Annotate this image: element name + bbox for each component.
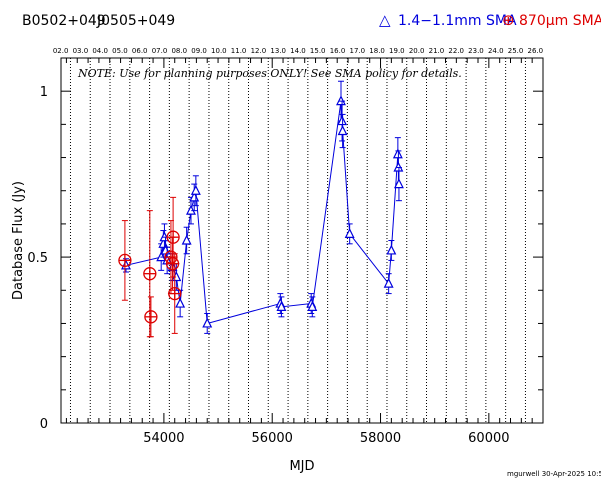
x-tick-label: 54000 [143, 431, 184, 446]
top-axis-year-label: 06.0 [132, 47, 148, 55]
top-axis-year-label: 09.0 [191, 47, 207, 55]
x-axis-title: MJD [289, 459, 314, 474]
data-point-triangle [383, 277, 394, 288]
top-axis-year-label: 26.0 [528, 47, 544, 55]
data-point-triangle [392, 148, 403, 159]
top-axis-year-label: 11.0 [231, 47, 247, 55]
top-axis-year-label: 19.0 [389, 47, 405, 55]
top-axis-year-label: 15.0 [310, 47, 326, 55]
data-point-triangle [344, 228, 355, 238]
data-point-triangle [181, 234, 192, 245]
data-point-triangle [307, 301, 318, 311]
top-axis-year-label: 23.0 [468, 47, 484, 55]
top-axis-year-label: 02.0 [53, 47, 69, 55]
top-axis-year-label: 12.0 [251, 47, 267, 55]
y-tick-label: 0.5 [27, 251, 48, 266]
top-axis-year-label: 18.0 [369, 47, 385, 55]
top-axis-year-label: 07.0 [152, 47, 168, 55]
data-point-triangle [175, 297, 186, 308]
x-tick-label: 56000 [252, 431, 293, 446]
data-point-triangle [393, 178, 404, 189]
y-tick-label: 1 [40, 85, 48, 100]
top-axis-year-label: 20.0 [409, 47, 425, 55]
top-axis-year-label: 24.0 [488, 47, 504, 55]
x-tick-label: 58000 [360, 431, 401, 446]
planning-note: NOTE: Use for planning purposes ONLY! Se… [77, 67, 462, 80]
top-axis-year-label: 17.0 [349, 47, 365, 55]
data-point-triangle [337, 125, 348, 136]
top-axis-year-label: 04.0 [92, 47, 108, 55]
data-point-triangle [276, 301, 287, 311]
data-point-triangle [202, 317, 213, 328]
data-point-triangle [337, 115, 348, 126]
triangle-marker-icon: △ [379, 11, 391, 29]
plot-frame [60, 57, 544, 424]
top-axis-year-label: 21.0 [429, 47, 445, 55]
top-axis-year-label: 16.0 [330, 47, 346, 55]
legend-label-band2: 870µm SMA [519, 13, 601, 29]
circle-plus-marker-icon: ⊕ [502, 11, 515, 29]
x-tick-label: 60000 [468, 431, 509, 446]
y-tick-label: 0 [40, 417, 48, 432]
top-axis-year-label: 14.0 [290, 47, 306, 55]
data-point-triangle [190, 184, 201, 195]
legend-label-band1: 1.4−1.1mm SMA [398, 13, 517, 29]
top-axis-year-label: 08.0 [171, 47, 187, 55]
y-axis-title: Database Flux (Jy) [11, 181, 26, 300]
top-axis-year-label: 05.0 [112, 47, 128, 55]
top-axis-year-label: 13.0 [270, 47, 286, 55]
data-point-triangle [386, 244, 397, 255]
top-axis-year-label: 03.0 [73, 47, 89, 55]
alias-name: J0505+049 [97, 13, 176, 29]
series-connector-line [125, 101, 400, 325]
top-axis-year-label: 25.0 [508, 47, 524, 55]
credit-line: mgurwell 30-Apr-2025 10:57 [507, 470, 601, 478]
top-axis-year-label: 22.0 [448, 47, 464, 55]
top-axis-year-label: 10.0 [211, 47, 227, 55]
source-name: B0502+049 [22, 13, 106, 29]
